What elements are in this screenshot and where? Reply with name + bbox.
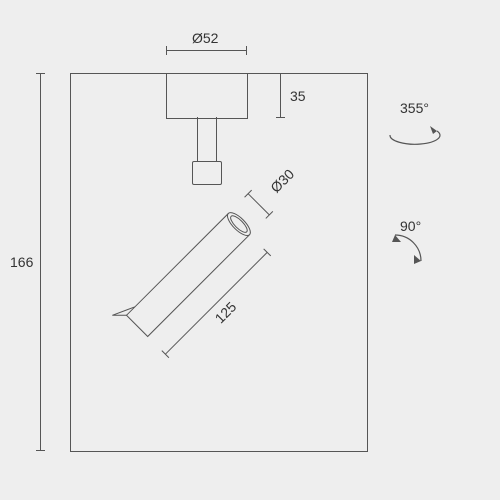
rotation-355-icon: [390, 126, 440, 144]
dim-tube-length-label: 125: [212, 298, 240, 326]
dim-tube-dia-label: Ø30: [267, 166, 297, 196]
rotation-90-label: 90°: [400, 218, 421, 234]
tube-svg: 125 Ø30: [0, 0, 500, 500]
rotation-355-label: 355°: [400, 100, 429, 116]
rotation-90-icon: [392, 235, 421, 264]
